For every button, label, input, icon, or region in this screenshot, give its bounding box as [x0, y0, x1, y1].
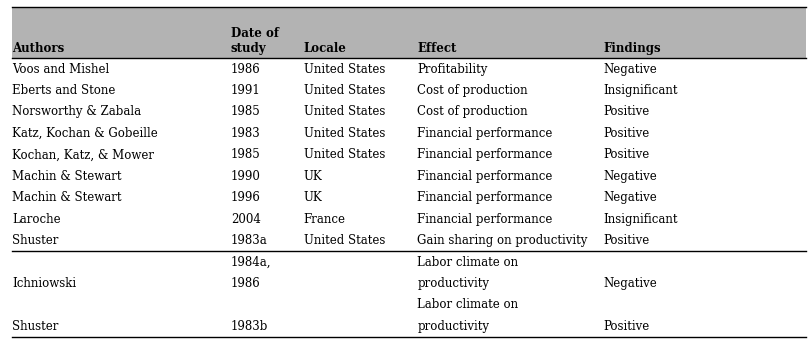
Text: 1990: 1990 [231, 170, 261, 183]
Text: UK: UK [304, 191, 322, 204]
Text: Gain sharing on productivity: Gain sharing on productivity [417, 234, 587, 247]
Text: Negative: Negative [603, 191, 657, 204]
Text: Machin & Stewart: Machin & Stewart [12, 170, 122, 183]
Text: Cost of production: Cost of production [417, 84, 528, 97]
Text: 1991: 1991 [231, 84, 261, 97]
Text: Labor climate on: Labor climate on [417, 299, 518, 311]
Text: Date of
study: Date of study [231, 27, 279, 55]
Text: Kochan, Katz, & Mower: Kochan, Katz, & Mower [12, 148, 154, 161]
Text: Cost of production: Cost of production [417, 106, 528, 118]
Text: Financial performance: Financial performance [417, 191, 552, 204]
Text: Eberts and Stone: Eberts and Stone [12, 84, 116, 97]
Text: Findings: Findings [603, 42, 661, 55]
Text: Positive: Positive [603, 127, 650, 140]
Text: 1983b: 1983b [231, 320, 268, 333]
Text: Shuster: Shuster [12, 234, 58, 247]
Text: Locale: Locale [304, 42, 347, 55]
Bar [12, 7, 806, 58]
Text: 1986: 1986 [231, 63, 261, 76]
Text: Negative: Negative [603, 63, 657, 76]
Text: 1985: 1985 [231, 148, 261, 161]
Text: United States: United States [304, 84, 385, 97]
Text: Financial performance: Financial performance [417, 127, 552, 140]
Text: 1986: 1986 [231, 277, 261, 290]
Text: Katz, Kochan & Gobeille: Katz, Kochan & Gobeille [12, 127, 158, 140]
Text: Positive: Positive [603, 320, 650, 333]
Text: 2004: 2004 [231, 213, 261, 226]
Text: Negative: Negative [603, 277, 657, 290]
Text: France: France [304, 213, 346, 226]
Text: Machin & Stewart: Machin & Stewart [12, 191, 122, 204]
Text: Insignificant: Insignificant [603, 84, 678, 97]
Text: United States: United States [304, 106, 385, 118]
Text: Positive: Positive [603, 234, 650, 247]
Text: Positive: Positive [603, 106, 650, 118]
Text: Profitability: Profitability [417, 63, 488, 76]
Text: Authors: Authors [12, 42, 65, 55]
Text: 1983: 1983 [231, 127, 261, 140]
Text: Norsworthy & Zabala: Norsworthy & Zabala [12, 106, 141, 118]
Text: United States: United States [304, 234, 385, 247]
Text: 1985: 1985 [231, 106, 261, 118]
Text: 1983a: 1983a [231, 234, 267, 247]
Text: productivity: productivity [417, 277, 489, 290]
Text: productivity: productivity [417, 320, 489, 333]
Text: Ichniowski: Ichniowski [12, 277, 76, 290]
Text: Insignificant: Insignificant [603, 213, 678, 226]
Text: Shuster: Shuster [12, 320, 58, 333]
Text: Labor climate on: Labor climate on [417, 256, 518, 269]
Text: 1996: 1996 [231, 191, 261, 204]
Text: Financial performance: Financial performance [417, 170, 552, 183]
Text: Positive: Positive [603, 148, 650, 161]
Text: United States: United States [304, 148, 385, 161]
Text: United States: United States [304, 63, 385, 76]
Text: 1984a,: 1984a, [231, 256, 271, 269]
Text: Negative: Negative [603, 170, 657, 183]
Text: Effect: Effect [417, 42, 457, 55]
Text: Voos and Mishel: Voos and Mishel [12, 63, 109, 76]
Text: Financial performance: Financial performance [417, 148, 552, 161]
Text: Laroche: Laroche [12, 213, 61, 226]
Text: Financial performance: Financial performance [417, 213, 552, 226]
Text: UK: UK [304, 170, 322, 183]
Text: United States: United States [304, 127, 385, 140]
